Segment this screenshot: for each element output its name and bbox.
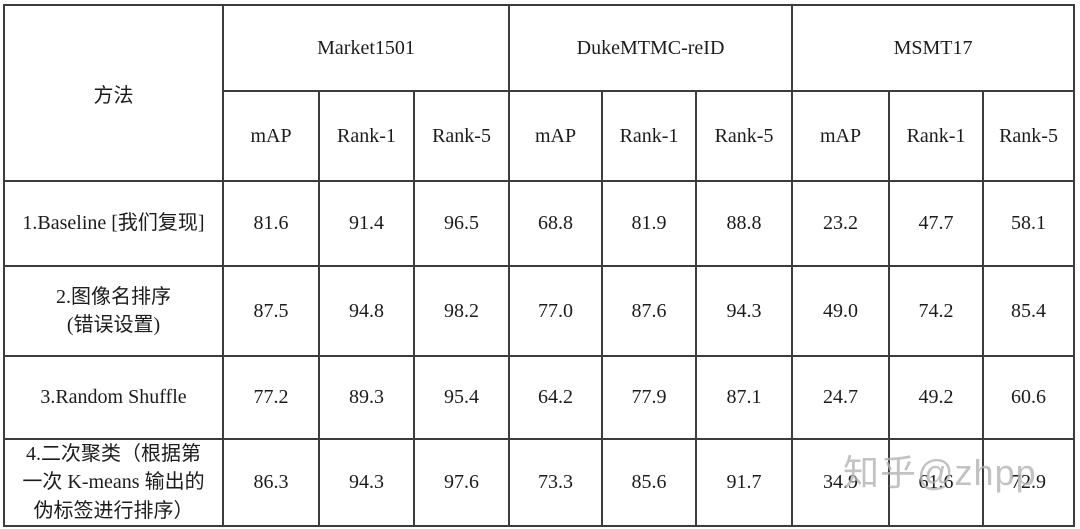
metric-header-msmt-rank5: Rank-5 <box>982 90 1076 182</box>
method-cell: 3.Random Shuffle <box>3 355 224 440</box>
results-table: 方法 Market1501 DukeMTMC-reID MSMT17 mAP R… <box>3 4 1076 528</box>
value-cell: 85.6 <box>601 437 698 528</box>
value-cell: 81.6 <box>222 180 320 267</box>
table-row-baseline: 1.Baseline [我们复现] 81.6 91.4 96.5 68.8 81… <box>3 180 1076 267</box>
value-cell: 95.4 <box>412 355 511 440</box>
table-row-image-name-sort: 2.图像名排序 (错误设置) 87.5 94.8 98.2 77.0 87.6 … <box>3 265 1076 357</box>
value-cell: 81.9 <box>601 180 698 267</box>
method-cell: 4.二次聚类（根据第 一次 K-means 输出的 伪标签进行排序） <box>3 437 224 528</box>
results-table-container: 方法 Market1501 DukeMTMC-reID MSMT17 mAP R… <box>3 4 1076 528</box>
metric-header-market-rank1: Rank-1 <box>318 90 415 182</box>
value-cell: 77.0 <box>508 265 604 357</box>
metric-header-duke-rank5: Rank-5 <box>695 90 794 182</box>
value-cell: 23.2 <box>791 180 891 267</box>
value-cell: 49.2 <box>888 355 985 440</box>
value-cell: 88.8 <box>695 180 794 267</box>
value-cell: 73.3 <box>508 437 604 528</box>
value-cell: 74.2 <box>888 265 985 357</box>
dataset-header-market1501: Market1501 <box>221 4 511 92</box>
value-cell: 87.1 <box>695 355 794 440</box>
value-cell: 91.4 <box>318 180 415 267</box>
dataset-header-msmt17: MSMT17 <box>791 4 1076 92</box>
value-cell: 86.3 <box>222 437 320 528</box>
metric-header-msmt-rank1: Rank-1 <box>888 90 985 182</box>
value-cell: 72.9 <box>982 437 1076 528</box>
value-cell: 91.7 <box>695 437 794 528</box>
value-cell: 34.9 <box>791 437 891 528</box>
value-cell: 49.0 <box>791 265 891 357</box>
value-cell: 87.5 <box>222 265 320 357</box>
value-cell: 60.6 <box>982 355 1076 440</box>
value-cell: 58.1 <box>982 180 1076 267</box>
metric-header-msmt-map: mAP <box>791 90 891 182</box>
metric-header-duke-rank1: Rank-1 <box>601 90 698 182</box>
value-cell: 94.3 <box>318 437 415 528</box>
header-row-datasets: 方法 Market1501 DukeMTMC-reID MSMT17 <box>3 4 1076 182</box>
header-row-metrics: mAP Rank-1 Rank-5 mAP Rank-1 Rank-5 mAP … <box>4 90 1076 182</box>
method-column-header: 方法 <box>3 4 224 182</box>
value-cell: 77.2 <box>222 355 320 440</box>
value-cell: 64.2 <box>508 355 604 440</box>
value-cell: 89.3 <box>318 355 415 440</box>
metric-header-market-rank5: Rank-5 <box>412 90 511 182</box>
value-cell: 97.6 <box>412 437 511 528</box>
value-cell: 24.7 <box>791 355 891 440</box>
value-cell: 94.8 <box>318 265 415 357</box>
metric-header-market-map: mAP <box>222 90 320 182</box>
table-row-random-shuffle: 3.Random Shuffle 77.2 89.3 95.4 64.2 77.… <box>3 355 1076 440</box>
value-cell: 98.2 <box>412 265 511 357</box>
metric-header-duke-map: mAP <box>508 90 604 182</box>
method-cell: 2.图像名排序 (错误设置) <box>3 265 224 357</box>
value-cell: 68.8 <box>508 180 604 267</box>
value-cell: 96.5 <box>412 180 511 267</box>
value-cell: 61.6 <box>888 437 985 528</box>
value-cell: 87.6 <box>601 265 698 357</box>
table-row-second-clustering: 4.二次聚类（根据第 一次 K-means 输出的 伪标签进行排序） 86.3 … <box>3 437 1076 528</box>
dataset-header-dukemtmc-reid: DukeMTMC-reID <box>508 4 794 92</box>
method-cell: 1.Baseline [我们复现] <box>3 180 224 267</box>
value-cell: 85.4 <box>982 265 1076 357</box>
value-cell: 94.3 <box>695 265 794 357</box>
value-cell: 77.9 <box>601 355 698 440</box>
value-cell: 47.7 <box>888 180 985 267</box>
